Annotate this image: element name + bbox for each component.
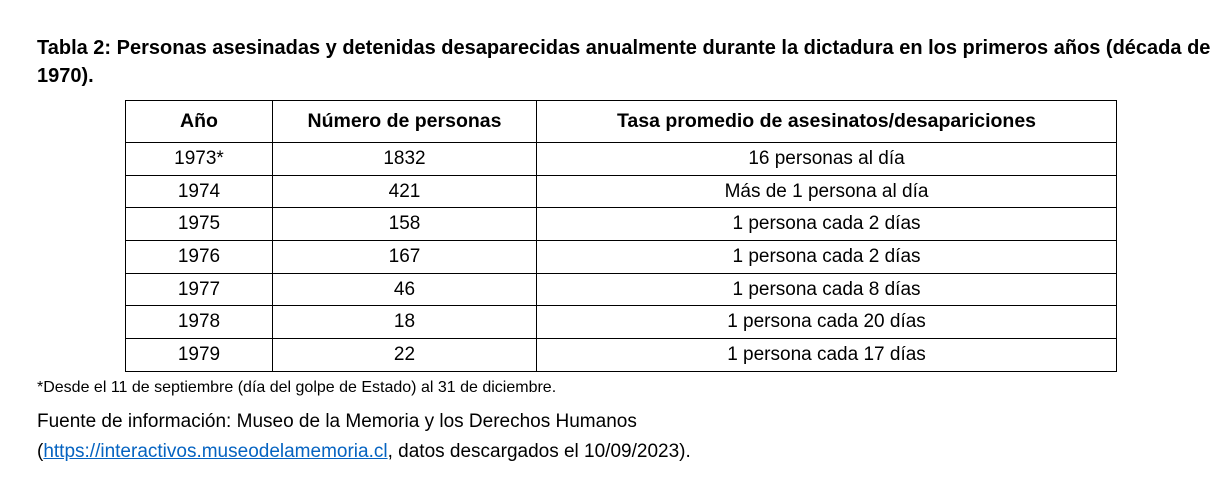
cell-count: 18 bbox=[272, 305, 537, 340]
cell-count: 1832 bbox=[272, 142, 537, 176]
cell-count: 158 bbox=[272, 207, 537, 242]
cell-count: 22 bbox=[272, 338, 537, 372]
source-label: Fuente de información: Museo de la Memor… bbox=[37, 411, 637, 432]
cell-count: 421 bbox=[272, 174, 537, 209]
source-note: Fuente de información: Museo de la Memor… bbox=[37, 407, 691, 467]
cell-rate: 1 persona cada 20 días bbox=[536, 305, 1117, 340]
source-suffix: , datos descargados el 10/09/2023). bbox=[387, 441, 691, 462]
cell-rate: 16 personas al día bbox=[536, 142, 1117, 176]
column-header-rate: Tasa promedio de asesinatos/desaparicion… bbox=[536, 100, 1117, 143]
table-caption: Tabla 2: Personas asesinadas y detenidas… bbox=[37, 37, 1211, 87]
cell-year: 1973* bbox=[125, 142, 273, 176]
table-row: 1973* 1832 16 personas al día bbox=[125, 142, 1117, 176]
table-row: 1977 46 1 persona cada 8 días bbox=[125, 272, 1117, 307]
table-header-row: Año Número de personas Tasa promedio de … bbox=[125, 100, 1117, 143]
cell-year: 1974 bbox=[125, 174, 273, 209]
cell-year: 1975 bbox=[125, 207, 273, 242]
cell-year: 1976 bbox=[125, 240, 273, 274]
cell-year: 1979 bbox=[125, 338, 273, 372]
table-row: 1974 421 Más de 1 persona al día bbox=[125, 174, 1117, 209]
cell-year: 1977 bbox=[125, 272, 273, 307]
cell-rate: 1 persona cada 2 días bbox=[536, 240, 1117, 274]
cell-rate: 1 persona cada 8 días bbox=[536, 272, 1117, 307]
cell-rate: 1 persona cada 2 días bbox=[536, 207, 1117, 242]
column-header-count: Número de personas bbox=[272, 100, 537, 143]
table-row: 1976 167 1 persona cada 2 días bbox=[125, 240, 1117, 274]
cell-rate: Más de 1 persona al día bbox=[536, 174, 1117, 209]
table-row: 1978 18 1 persona cada 20 días bbox=[125, 305, 1117, 340]
table-row: 1979 22 1 persona cada 17 días bbox=[125, 338, 1117, 372]
source-open-paren: ( bbox=[37, 441, 44, 462]
cell-count: 46 bbox=[272, 272, 537, 307]
column-header-year: Año bbox=[125, 100, 273, 143]
cell-rate: 1 persona cada 17 días bbox=[536, 338, 1117, 372]
footnote: *Desde el 11 de septiembre (día del golp… bbox=[37, 379, 557, 396]
table-row: 1975 158 1 persona cada 2 días bbox=[125, 207, 1117, 242]
data-table: Año Número de personas Tasa promedio de … bbox=[125, 100, 1117, 372]
cell-count: 167 bbox=[272, 240, 537, 274]
cell-year: 1978 bbox=[125, 305, 273, 340]
source-link[interactable]: https://interactivos.museodelamemoria.cl bbox=[43, 441, 388, 462]
